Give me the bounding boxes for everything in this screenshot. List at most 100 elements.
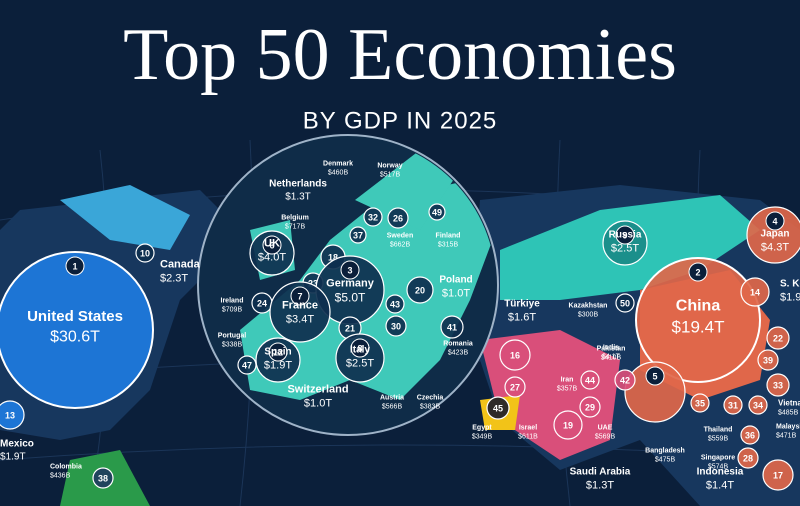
country-gdp: $574B: [708, 464, 729, 471]
country-name: Kazakhstan: [569, 303, 608, 310]
country-label: India $4.1T: [602, 345, 621, 361]
rank-badge: [645, 366, 665, 386]
country-name: Czechia: [417, 395, 444, 402]
country-bubble: [363, 207, 383, 227]
country-gdp: $1.3T: [285, 192, 311, 203]
country-label: China $19.4T: [672, 298, 725, 337]
rank: 34: [753, 400, 763, 410]
country-gdp: $1.6T: [508, 312, 536, 324]
country-bubble: [406, 276, 434, 304]
rank-badge: [290, 286, 310, 306]
rank: 44: [585, 375, 595, 385]
country-gdp: $300B: [578, 312, 599, 319]
country-name: Sweden: [387, 233, 413, 240]
country-gdp: $5.0T: [335, 291, 366, 305]
rank: 49: [432, 207, 442, 217]
rank: 24: [257, 298, 267, 308]
rank-badge: [268, 342, 288, 362]
rank-badge: [340, 260, 360, 280]
country-name: Finland: [436, 233, 461, 240]
country-bubble: [385, 315, 407, 337]
country-bubble: [740, 425, 760, 445]
rank: 31: [728, 400, 738, 410]
country-label: Portugal $338B: [218, 333, 246, 349]
country-gdp: $471B: [776, 433, 797, 440]
country-label: Thailand $559B: [704, 427, 733, 443]
country-name: Malaysia: [776, 424, 800, 431]
rank: 33: [773, 380, 783, 390]
rank: 12: [273, 347, 283, 357]
country-gdp: $349B: [472, 434, 493, 441]
country-name: Indonesia: [697, 467, 744, 478]
title: Top 50 Economies: [123, 14, 677, 96]
country-label: Germany $5.0T: [326, 277, 375, 304]
country-gdp: $383B: [420, 404, 441, 411]
country-gdp: $1.9T: [780, 292, 800, 304]
rank: 23: [308, 278, 318, 288]
rank: 17: [773, 470, 783, 480]
country-gdp: $30.6T: [50, 328, 100, 345]
country-label: Colombia $436B: [50, 464, 82, 480]
country-bubble: [615, 293, 635, 313]
rank: 18: [328, 252, 338, 262]
country-bubble: [553, 410, 583, 440]
rank: 9: [622, 230, 627, 240]
country-bubble: [746, 206, 800, 264]
rank-badge: [65, 256, 85, 276]
country-bubble: [635, 257, 761, 383]
country-bubble: [0, 251, 154, 409]
country-label: France $3.4T: [282, 299, 318, 325]
country-name: Mexico: [0, 439, 34, 450]
country-gdp: $559B: [708, 436, 729, 443]
rank: 30: [391, 321, 401, 331]
rank: 21: [345, 323, 355, 333]
country-label: Indonesia $1.4T: [697, 467, 744, 492]
country-gdp: $475B: [655, 457, 676, 464]
country-name: Türkiye: [504, 299, 540, 310]
country-bubble: [762, 459, 794, 491]
rank: 20: [415, 285, 425, 295]
country-name: Japan: [761, 229, 790, 240]
rank: 37: [353, 230, 363, 240]
country-gdp: $4.1T: [602, 354, 621, 361]
country-gdp: $2.5T: [346, 358, 374, 370]
country-name: Canada: [160, 258, 201, 270]
country-gdp: $4.0T: [258, 252, 286, 264]
country-label: UAE $569B: [595, 425, 616, 441]
rank: 1: [72, 261, 77, 271]
rank: 22: [773, 333, 783, 343]
rank: 43: [390, 299, 400, 309]
country-label: Kazakhstan $300B: [569, 303, 608, 319]
country-gdp: $1.3T: [586, 480, 614, 492]
country-label: Ireland $709B: [221, 298, 244, 314]
rank: 14: [750, 287, 760, 297]
country-bubble: [766, 326, 790, 350]
country-name: Romania: [443, 341, 473, 348]
country-bubble: [723, 395, 743, 415]
country-bubble: [766, 373, 790, 397]
rank: 47: [242, 360, 252, 370]
country-label: Russia $2.5T: [609, 230, 642, 255]
country-name: Egypt: [472, 425, 492, 432]
country-label: Singapore $574B: [701, 455, 735, 471]
country-name: Norway: [377, 163, 402, 170]
country-gdp: $338B: [222, 342, 243, 349]
country-label: Saudi Arabia $1.3T: [570, 467, 631, 492]
country-name: Portugal: [218, 333, 246, 340]
country-gdp: $460B: [328, 170, 349, 177]
country-label: Malaysia $471B: [776, 424, 800, 440]
rank: 7: [297, 291, 302, 301]
country-bubble: [740, 277, 770, 307]
rank-badge: [765, 211, 785, 231]
rank: 10: [140, 248, 150, 258]
country-gdp: $709B: [222, 307, 243, 314]
country-gdp: $2.5T: [611, 243, 639, 255]
rank: 28: [743, 453, 753, 463]
rank: 4: [772, 216, 777, 226]
rank: 39: [763, 355, 773, 365]
country-label: Belgium $717B: [281, 215, 309, 231]
country-gdp: $436B: [50, 473, 71, 480]
country-label: Türkiye $1.6T: [504, 299, 540, 324]
